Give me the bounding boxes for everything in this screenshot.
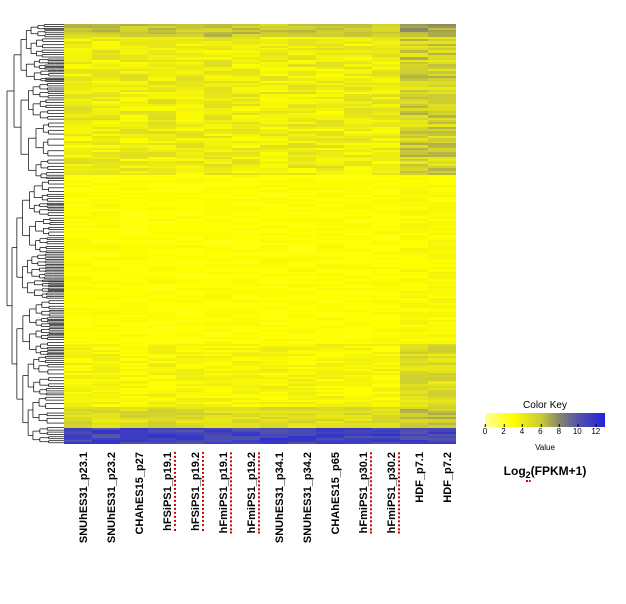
sample-label: hFmiPS1_p19.1 [218,452,232,533]
heatmap-column [92,24,120,444]
sample-label: SNUhES31_p34.2 [302,452,314,543]
x-label-slot: SNUhES31_p23.1 [64,448,92,598]
heatmap-column [176,24,204,444]
sample-label: SNUhES31_p34.1 [274,452,286,543]
x-label-slot: SNUhES31_p23.2 [92,448,120,598]
heatmap-column [372,24,400,444]
legend-title: Color Key [470,400,620,411]
legend-tick: 12 [591,427,600,436]
expression-heatmap [64,24,456,444]
legend-tick: 6 [538,427,542,436]
sample-label: SNUhES31_p23.1 [78,452,90,543]
x-label-slot: hFmiPS1_p19.1 [204,448,232,598]
sample-label: hFmiPS1_p19.2 [246,452,260,533]
x-label-slot: hFmiPS1_p19.2 [232,448,260,598]
sample-label: CHAhES15_p27 [134,452,146,535]
x-label-slot: hFSiPS1_p19.1 [148,448,176,598]
legend-axis-label: Value [470,443,620,452]
heatmap-column [344,24,372,444]
legend-tick: 8 [557,427,561,436]
heatmap-column [400,24,428,444]
sample-label: hFmiPS1_p30.2 [386,452,400,533]
heatmap-column [316,24,344,444]
sample-label: hFSiPS1_p19.1 [162,452,176,531]
legend-ticks: 0 2 4 6 8 10 12 [485,427,605,441]
heatmap-column [428,24,456,444]
heatmap-column [120,24,148,444]
sample-label: HDF_p7.1 [414,452,426,503]
x-label-slot: HDF_p7.2 [428,448,456,598]
sample-label: CHAhES15_p65 [330,452,342,535]
heatmap-column [148,24,176,444]
legend-formula: Log2(FPKM+1) [470,464,620,480]
x-label-slot: hFSiPS1_p19.2 [176,448,204,598]
sample-label: hFmiPS1_p30.1 [358,452,372,533]
x-axis-labels: SNUhES31_p23.1 SNUhES31_p23.2 CHAhES15_p27… [64,448,456,598]
x-label-slot: hFmiPS1_p30.2 [372,448,400,598]
heatmap-column [260,24,288,444]
chart-container: SNUhES31_p23.1 SNUhES31_p23.2 CHAhES15_p27… [0,0,626,604]
color-legend: Color Key 0 2 4 6 8 10 12 Value Log2(FPKM+1) [470,400,620,480]
sample-label: HDF_p7.2 [442,452,454,503]
sample-label: hFSiPS1_p19.2 [190,452,204,531]
heatmap-column [232,24,260,444]
row-dendrogram [4,24,64,444]
legend-tick: 0 [483,427,487,436]
legend-tick: 4 [520,427,524,436]
x-label-slot: SNUhES31_p34.2 [288,448,316,598]
x-label-slot: SNUhES31_p34.1 [260,448,288,598]
heatmap-column [64,24,92,444]
legend-tick: 10 [573,427,582,436]
x-label-slot: CHAhES15_p27 [120,448,148,598]
x-label-slot: hFmiPS1_p30.1 [344,448,372,598]
heatmap-column [288,24,316,444]
x-label-slot: HDF_p7.1 [400,448,428,598]
heatmap-column [204,24,232,444]
legend-tick: 2 [501,427,505,436]
formula-suffix: (FPKM+1) [531,464,587,478]
sample-label: SNUhES31_p23.2 [106,452,118,543]
formula-prefix: Log [504,464,526,478]
x-label-slot: CHAhES15_p65 [316,448,344,598]
